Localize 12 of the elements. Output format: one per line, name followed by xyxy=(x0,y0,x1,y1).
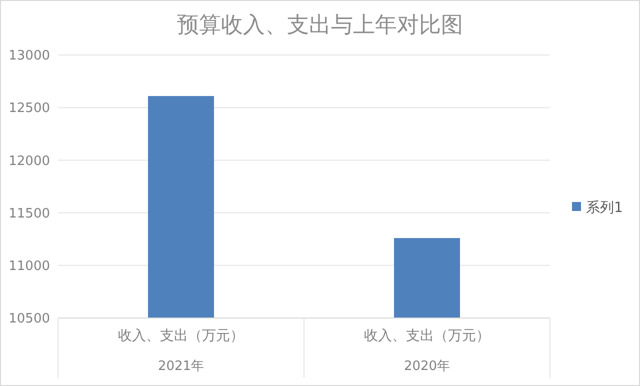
chart-title: 预算收入、支出与上年对比图 xyxy=(177,13,463,38)
y-tick-label: 12000 xyxy=(8,154,50,169)
y-tick-label: 11500 xyxy=(8,206,50,222)
y-tick-label: 13000 xyxy=(8,48,50,64)
y-tick-label: 11000 xyxy=(8,258,50,274)
y-tick-label: 10500 xyxy=(8,312,50,327)
y-tick-label: 12500 xyxy=(8,101,50,116)
text: 2021年 xyxy=(158,359,204,374)
legend-label: 系列1 xyxy=(586,200,623,216)
x-tick-label: 收入、支出（万元） xyxy=(364,328,490,344)
x-tick-label: 收入、支出（万元） xyxy=(118,328,244,344)
text: 2020年 xyxy=(404,359,450,374)
